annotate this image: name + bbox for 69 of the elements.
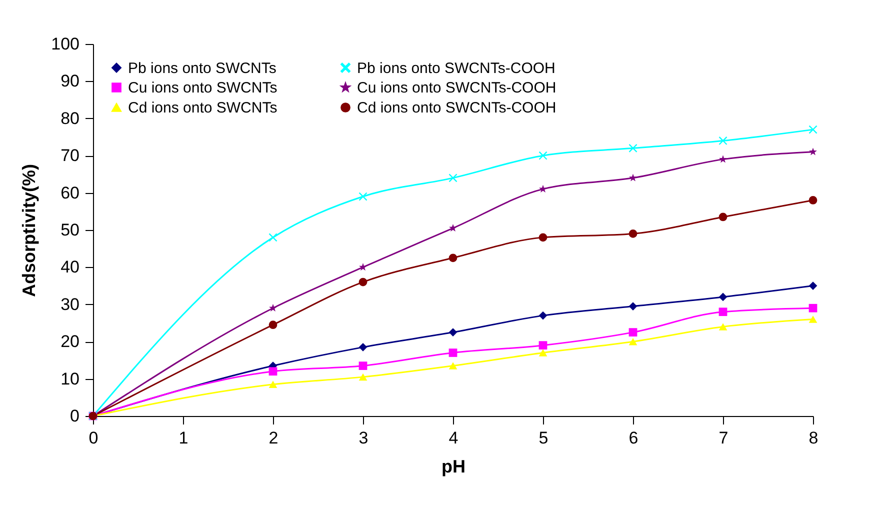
x-tick-label: 7 [718, 428, 728, 448]
y-tick-label: 10 [60, 369, 80, 388]
point [539, 184, 547, 192]
y-axis-title: Adsorptivity(%) [19, 164, 40, 298]
point [448, 174, 458, 182]
y-tick-label: 40 [60, 258, 80, 277]
point [628, 230, 638, 238]
point [808, 282, 818, 290]
point [718, 308, 728, 316]
point [359, 263, 367, 271]
point [538, 311, 548, 320]
point [718, 323, 728, 330]
point [808, 304, 818, 312]
legend-label: Cu ions onto SWCNTs [128, 80, 278, 96]
x-tick-label: 4 [448, 428, 458, 448]
point [358, 192, 368, 201]
point [628, 302, 638, 310]
point [718, 212, 728, 222]
point [629, 174, 637, 182]
point [628, 144, 638, 152]
x-axis-title: pH [442, 456, 466, 476]
point [358, 373, 368, 381]
point [538, 233, 548, 242]
point [809, 148, 817, 156]
legend-label: Cu ions onto SWCNTs-COOH [357, 80, 556, 96]
point [269, 304, 277, 312]
point [808, 316, 818, 323]
point [538, 349, 548, 356]
y-tick-label: 70 [60, 146, 80, 166]
point [448, 362, 458, 370]
legend-label: Pb ions onto SWCNTs-COOH [357, 60, 556, 77]
point [719, 155, 727, 163]
y-tick-label: 100 [51, 34, 80, 54]
point [718, 292, 728, 302]
legend-label: Cd ions onto SWCNTs [128, 100, 278, 116]
point [358, 342, 368, 352]
x-tick-label: 3 [358, 428, 368, 448]
point [268, 380, 278, 388]
point [448, 254, 458, 262]
x-tick-label: 8 [808, 428, 818, 448]
y-tick-label: 20 [60, 332, 80, 352]
legend-label: Cd ions onto SWCNTs-COOH [357, 100, 556, 116]
y-tick-label: 90 [60, 72, 80, 91]
point [538, 151, 548, 160]
point [268, 367, 278, 376]
x-tick-label: 5 [538, 428, 548, 448]
point [448, 348, 458, 357]
x-tick-label: 6 [628, 428, 638, 448]
point [628, 328, 638, 336]
x-tick-label: 1 [178, 428, 188, 448]
y-tick-label: 80 [60, 108, 80, 128]
y-tick-label: 50 [60, 220, 80, 240]
point [538, 341, 548, 350]
legend-label: Pb ions onto SWCNTs [128, 60, 276, 77]
y-tick-label: 60 [60, 183, 80, 202]
x-tick-label: 2 [268, 428, 278, 448]
point [808, 125, 818, 134]
y-tick-label: 0 [70, 406, 80, 426]
point [448, 328, 458, 336]
x-tick-label: 0 [88, 428, 98, 448]
y-tick-label: 30 [60, 294, 80, 314]
point [268, 233, 278, 242]
point [449, 224, 457, 232]
point [628, 338, 638, 346]
point [718, 136, 728, 145]
point [358, 362, 368, 370]
point [808, 196, 818, 204]
point [268, 320, 278, 330]
point [358, 278, 368, 286]
